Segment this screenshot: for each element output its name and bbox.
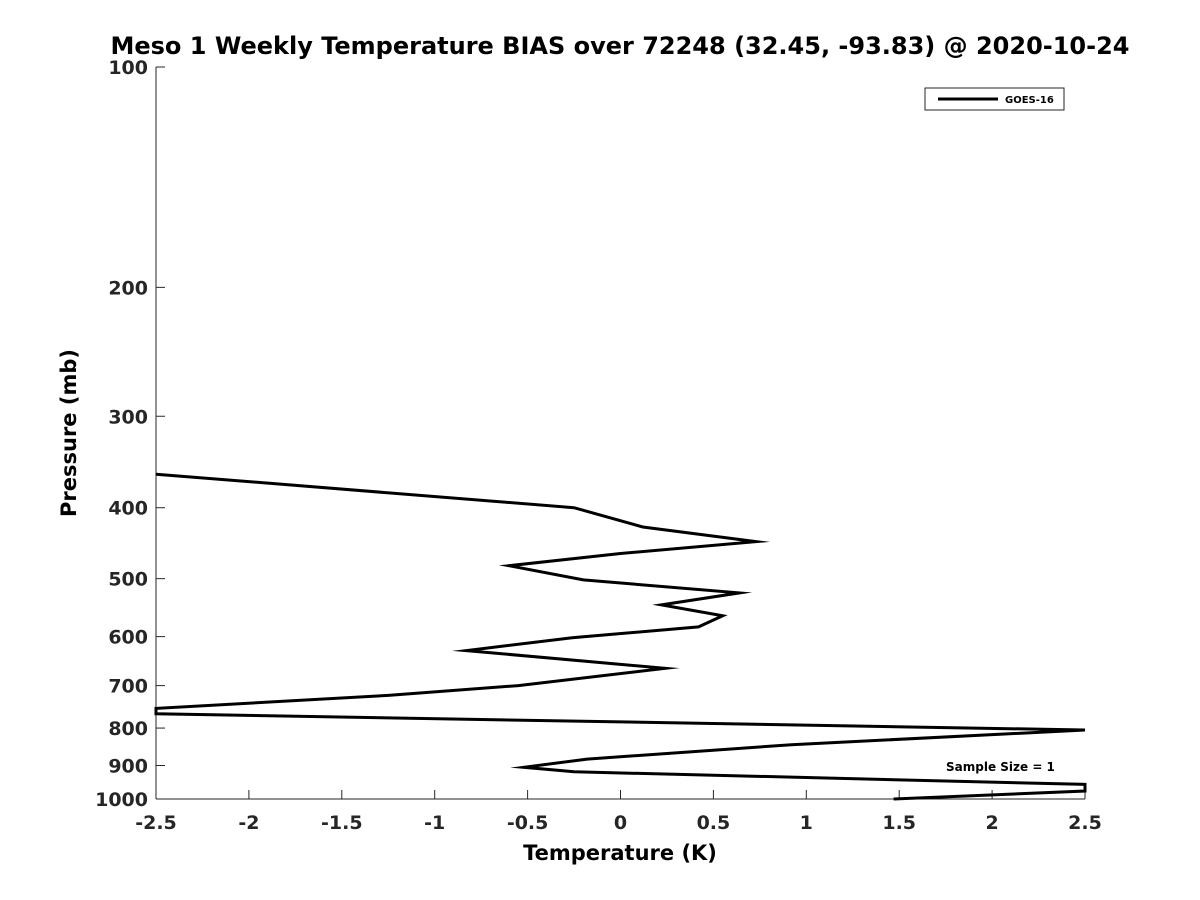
y-tick-label: 1000 bbox=[95, 789, 148, 811]
y-tick-label: 700 bbox=[108, 676, 148, 698]
x-tick-label: -2 bbox=[238, 812, 259, 834]
chart-title: Meso 1 Weekly Temperature BIAS over 7224… bbox=[110, 32, 1129, 60]
x-tick-label: 2.5 bbox=[1068, 812, 1102, 834]
y-tick-label: 500 bbox=[108, 569, 148, 591]
y-axis-label: Pressure (mb) bbox=[57, 349, 81, 517]
x-tick-label: 1.5 bbox=[882, 812, 916, 834]
y-tick-label: 300 bbox=[108, 406, 148, 428]
y-axis-ticks: 100 200 300 400 500 600 700 800 900 1000 bbox=[95, 57, 165, 811]
y-tick-label: 100 bbox=[108, 57, 148, 79]
series-layer bbox=[154, 472, 1087, 801]
y-tick-label: 400 bbox=[108, 498, 148, 520]
x-tick-label: -2.5 bbox=[135, 812, 177, 834]
x-tick-label: 0 bbox=[614, 812, 627, 834]
y-tick-label: 600 bbox=[108, 627, 148, 649]
x-tick-label: 1 bbox=[800, 812, 813, 834]
sample-size-annotation: Sample Size = 1 bbox=[946, 760, 1055, 774]
x-tick-label: 0.5 bbox=[697, 812, 731, 834]
legend-label-goes-16: GOES-16 bbox=[1005, 95, 1054, 106]
x-tick-label: -1 bbox=[424, 812, 445, 834]
x-axis-ticks: -2.5 -2 -1.5 -1 -0.5 0 0.5 1 1.5 2 2.5 bbox=[135, 790, 1102, 834]
legend: GOES-16 bbox=[924, 87, 1065, 111]
y-tick-label: 900 bbox=[108, 756, 148, 778]
series-line-goes-16 bbox=[154, 472, 1087, 801]
x-tick-label: 2 bbox=[985, 812, 998, 834]
y-tick-label: 800 bbox=[108, 718, 148, 740]
x-axis-label: Temperature (K) bbox=[523, 841, 717, 865]
x-tick-label: -1.5 bbox=[321, 812, 363, 834]
x-tick-label: -0.5 bbox=[507, 812, 549, 834]
y-tick-label: 200 bbox=[108, 277, 148, 299]
plot-area bbox=[156, 67, 1085, 799]
